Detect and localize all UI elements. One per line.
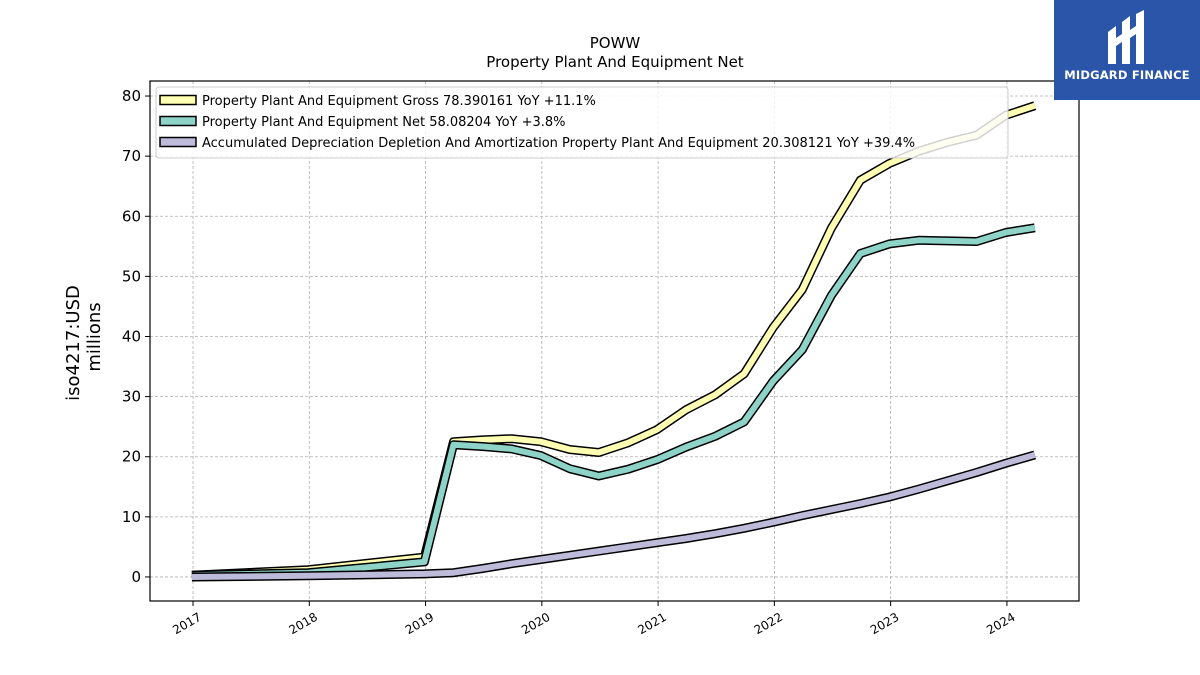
y-tick-label: 80 [122,87,141,105]
y-tick-label: 40 [122,327,141,345]
y-tick-label: 50 [122,267,141,285]
x-tick-label: 2022 [752,610,785,637]
series-outline-1 [191,223,1036,580]
x-tick-label: 2020 [519,610,552,637]
series-line-0 [191,102,1036,579]
series-lines [191,101,1037,582]
y-axis-label-line1: iso4217:USD [63,285,84,401]
chart-title: POWW [590,34,641,52]
series-line-1 [191,224,1036,579]
y-tick-label: 10 [122,508,141,526]
series-outline-0 [191,101,1037,580]
y-tick-label: 30 [122,388,141,406]
legend-label-2: Accumulated Depreciation Depletion And A… [202,136,915,151]
brand-logo: MIDGARD FINANCE [1054,0,1200,100]
legend: Property Plant And Equipment Gross 78.39… [155,86,1009,159]
series-line-2 [191,452,1036,580]
x-tick-label: 2023 [868,610,901,637]
x-tick-label: 2024 [984,610,1017,637]
x-tick-label: 2019 [403,610,436,637]
y-tick-label: 0 [131,568,141,586]
x-tick-label: 2021 [635,610,668,637]
brand-logo-text: MIDGARD FINANCE [1064,68,1190,82]
plot-frame [149,80,1080,602]
y-axis-label-line2: millions [84,302,105,371]
legend-label-0: Property Plant And Equipment Gross 78.39… [202,94,596,109]
legend-swatch-0 [159,94,197,106]
brand-logo-icon [1108,10,1144,64]
grid [150,81,1079,601]
x-tick-label: 2017 [170,610,203,637]
legend-label-1: Property Plant And Equipment Net 58.0820… [202,115,566,130]
y-tick-label: 20 [122,448,141,466]
chart-subtitle: Property Plant And Equipment Net [486,53,743,71]
legend-swatch-1 [159,115,197,127]
legend-swatch-2 [159,136,197,148]
y-tick-label: 60 [122,207,141,225]
x-tick-label: 2018 [287,610,320,637]
legend-frame [155,86,1009,159]
y-tick-label: 70 [122,147,141,165]
